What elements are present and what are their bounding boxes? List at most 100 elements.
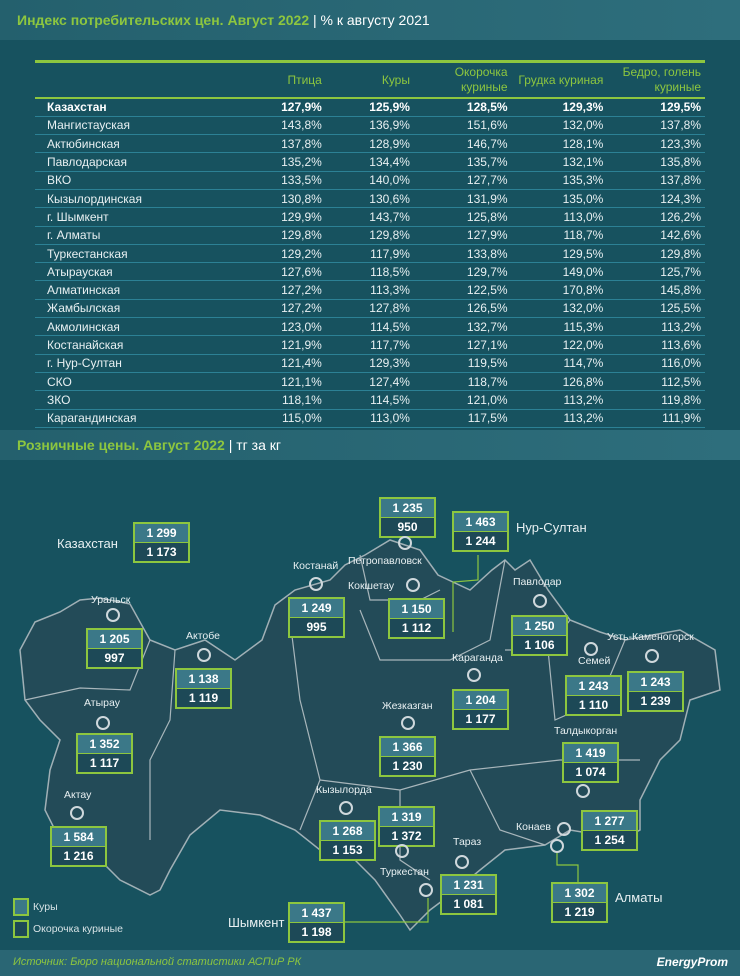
- cell-value: 130,6%: [325, 189, 414, 209]
- cell-value: 128,9%: [325, 134, 414, 154]
- table-row: Кызылординская 130,8% 130,6% 131,9% 135,0% 12…: [35, 189, 705, 209]
- price-kury: 1 243: [567, 677, 620, 696]
- retail-header-band: [0, 430, 740, 460]
- price-kury: 1 243: [629, 673, 682, 692]
- price-box: 1 231 1 081: [440, 874, 497, 915]
- cell-value: 119,5%: [413, 354, 512, 373]
- city-marker-icon: [96, 716, 110, 730]
- region-name: г. Шымкент: [35, 207, 212, 227]
- cell-value: 129,3%: [325, 354, 414, 373]
- cell-value: 135,2%: [211, 152, 326, 172]
- price-kury: 1 419: [564, 744, 617, 763]
- cell-value: 129,8%: [211, 226, 326, 245]
- price-kury: 1 437: [290, 904, 343, 923]
- region-name: Жамбылская: [35, 299, 212, 319]
- column-header: Куры: [381, 72, 410, 87]
- cell-value: 116,0%: [607, 354, 705, 373]
- cell-value: 118,7%: [413, 372, 512, 392]
- cell-value: 121,9%: [211, 335, 326, 355]
- city-label: Актобе: [186, 630, 220, 642]
- column-header: Грудка куриная: [518, 72, 604, 87]
- cell-value: 126,8%: [511, 372, 608, 392]
- cell-value: 124,3%: [607, 189, 705, 209]
- city-marker-icon: [70, 806, 84, 820]
- city-label: Костанай: [293, 560, 339, 572]
- cell-value: 143,7%: [325, 207, 414, 227]
- price-box: 1 150 1 112: [388, 598, 445, 639]
- price-okorochka: 1 372: [380, 827, 433, 845]
- table-row: г. Алматы 129,8% 129,8% 127,9% 118,7% 142,6%: [35, 226, 705, 245]
- cell-value: 125,8%: [413, 207, 512, 227]
- city-marker-icon: [467, 668, 481, 682]
- region-name: СКО: [35, 372, 212, 392]
- price-box: 1 352 1 117: [76, 733, 133, 774]
- region-name: Костанайская: [35, 335, 212, 355]
- cell-value: 127,8%: [325, 299, 414, 319]
- cell-value: 113,2%: [511, 409, 608, 428]
- table-row: Казахстан 127,9% 125,9% 128,5% 129,3% 129,5%: [35, 98, 705, 117]
- cell-value: 132,0%: [511, 299, 608, 319]
- cell-value: 145,8%: [607, 280, 705, 300]
- city-label: Нур-Султан: [516, 520, 587, 535]
- price-okorochka: 1 106: [513, 636, 566, 654]
- table-row: Костанайская 121,9% 117,7% 127,1% 122,0% 113,…: [35, 335, 705, 355]
- cell-value: 127,2%: [211, 299, 326, 319]
- legend-swatch-kury: [13, 898, 29, 916]
- price-kury: 1 352: [78, 735, 131, 754]
- price-kury: 1 250: [513, 617, 566, 636]
- cell-value: 121,4%: [211, 354, 326, 373]
- cell-value: 131,9%: [413, 189, 512, 209]
- city-label: Уральск: [91, 594, 131, 606]
- cell-value: 129,5%: [607, 98, 705, 117]
- table-row: Туркестанская 129,2% 117,9% 133,8% 129,5% 129…: [35, 244, 705, 264]
- cell-value: 125,7%: [607, 262, 705, 282]
- price-box: 1 205 997: [86, 628, 143, 669]
- cell-value: 135,0%: [511, 189, 608, 209]
- price-box: 1 204 1 177: [452, 689, 509, 730]
- city-marker-icon: [395, 844, 409, 858]
- table-row: СКО 121,1% 127,4% 118,7% 126,8% 112,5%: [35, 372, 705, 392]
- price-kury: 1 235: [381, 499, 434, 518]
- cell-value: 137,8%: [607, 116, 705, 136]
- table-row: Атырауская 127,6% 118,5% 129,7% 149,0% 125,7%: [35, 262, 705, 282]
- price-box: 1 250 1 106: [511, 615, 568, 656]
- price-kury: 1 319: [380, 808, 433, 827]
- price-box: 1 249 995: [288, 597, 345, 638]
- region-name: ЗКО: [35, 390, 212, 410]
- price-box: 1 584 1 216: [50, 826, 107, 867]
- price-okorochka: 997: [88, 649, 141, 667]
- city-label: Туркестан: [380, 866, 429, 878]
- cell-value: 125,5%: [607, 299, 705, 319]
- cell-value: 129,7%: [413, 262, 512, 282]
- city-label: Усть-Каменогорск: [607, 631, 694, 643]
- price-okorochka: 1 219: [553, 903, 606, 921]
- region-name: Павлодарская: [35, 152, 212, 172]
- price-kury: 1 231: [442, 876, 495, 895]
- cell-value: 133,8%: [413, 244, 512, 264]
- cell-value: 111,9%: [607, 409, 705, 428]
- cell-value: 127,6%: [211, 262, 326, 282]
- price-box: 1 463 1 244: [452, 511, 509, 552]
- city-label: Тараз: [453, 836, 482, 848]
- price-box: 1 243 1 110: [565, 675, 622, 716]
- legend-okorochka: Окорочка куриные: [13, 920, 123, 938]
- price-kury: 1 205: [88, 630, 141, 649]
- cell-value: 123,0%: [211, 317, 326, 337]
- cell-value: 135,8%: [607, 152, 705, 172]
- cell-value: 149,0%: [511, 262, 608, 282]
- city-marker-icon: [455, 855, 469, 869]
- price-box: 1 299 1 173: [133, 522, 190, 563]
- energyprom-logo: EnergyProm: [656, 955, 728, 969]
- city-label: Кокшетау: [348, 580, 395, 592]
- price-box: 1 437 1 198: [288, 902, 345, 943]
- price-kury: 1 249: [290, 599, 343, 618]
- cell-value: 130,8%: [211, 189, 326, 209]
- table-row: Мангистауская 143,8% 136,9% 151,6% 132,0% 137…: [35, 116, 705, 136]
- price-kury: 1 584: [52, 828, 105, 847]
- cell-value: 117,5%: [413, 409, 512, 428]
- price-okorochka: 1 081: [442, 895, 495, 913]
- table-row: ЗКО 118,1% 114,5% 121,0% 113,2% 119,8%: [35, 390, 705, 410]
- column-header: Окорочка куриные: [454, 65, 508, 94]
- cell-value: 133,5%: [211, 171, 326, 190]
- cell-value: 143,8%: [211, 116, 326, 136]
